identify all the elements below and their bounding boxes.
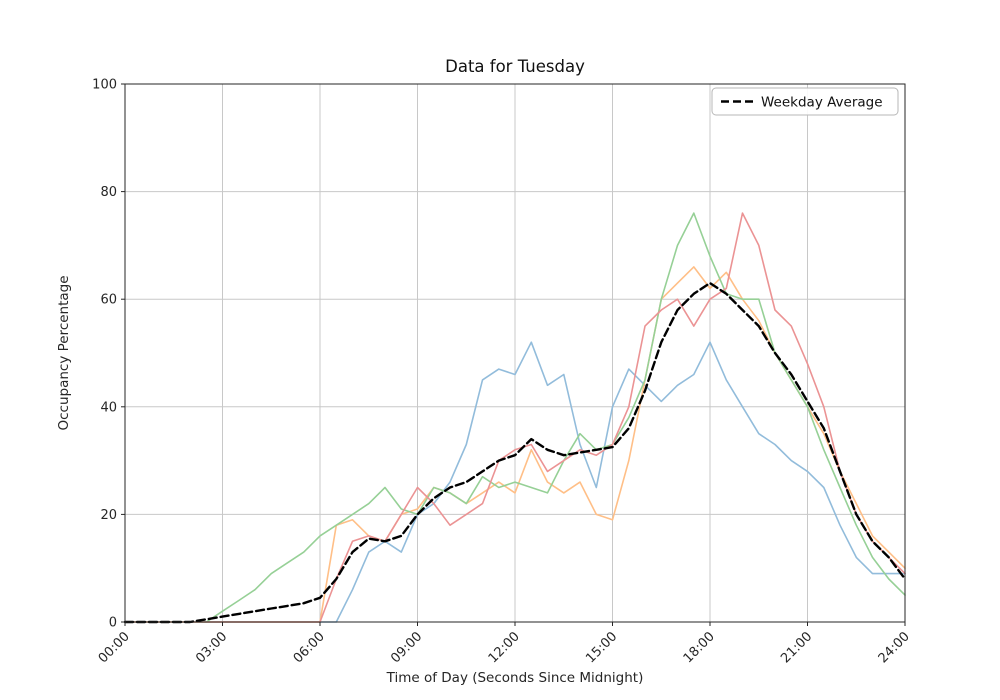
x-tick-label: 12:00	[486, 629, 523, 666]
x-tick-label: 06:00	[291, 629, 328, 666]
grid-layer	[124, 83, 906, 623]
x-tick-label: 09:00	[388, 629, 425, 666]
x-tick-label: 00:00	[96, 629, 133, 666]
x-tick-label: 18:00	[681, 629, 718, 666]
y-tick-label: 60	[100, 293, 117, 308]
y-tick-label: 40	[100, 400, 117, 415]
y-tick-label: 20	[100, 508, 117, 523]
chart-title: Data for Tuesday	[445, 57, 585, 76]
y-tick-label: 100	[92, 78, 117, 93]
legend-box	[711, 87, 899, 116]
series-weekday-average	[123, 281, 907, 624]
x-tick-label: 15:00	[583, 629, 620, 666]
y-axis-label: Occupancy Percentage	[56, 275, 72, 430]
y-tick-label: 80	[100, 185, 117, 200]
legend-label: Weekday Average	[761, 95, 883, 111]
y-tick-label: 0	[109, 616, 117, 631]
x-axis-label: Time of Day (Seconds Since Midnight)	[386, 670, 644, 686]
x-tick-label: 21:00	[778, 629, 815, 666]
x-tick-label: 24:00	[876, 629, 913, 666]
x-tick-label: 03:00	[193, 629, 230, 666]
legend: Weekday Average	[711, 87, 899, 116]
